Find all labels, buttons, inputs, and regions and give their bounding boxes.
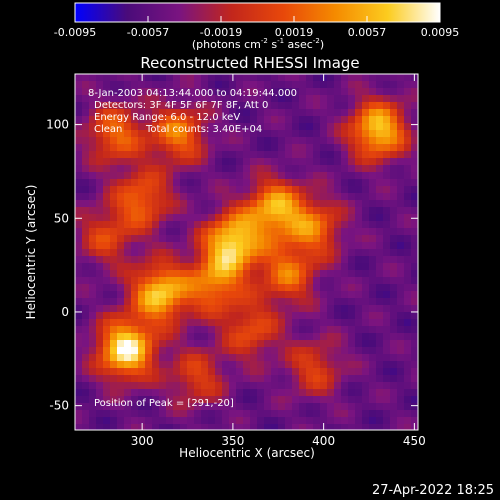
colorbar-tick-label: 0.0057 <box>348 26 387 39</box>
colorbar-tick-labels: -0.0095 -0.0057 -0.0019 0.0019 0.0057 0.0095 <box>54 26 459 39</box>
colorbar-tick-label: -0.0095 <box>54 26 96 39</box>
y-tick-labels: -50 0 50 100 <box>46 118 69 413</box>
y-tick-label: 100 <box>46 118 69 132</box>
annotation-counts: Total counts: 3.40E+04 <box>145 124 262 135</box>
colorbar-ticks <box>74 16 441 22</box>
x-tick-label: 350 <box>221 434 244 448</box>
annotation-detectors: Detectors: 3F 4F 5F 6F 7F 8F, Att 0 <box>94 100 268 111</box>
colorbar-tick-label: -0.0019 <box>200 26 242 39</box>
x-tick-label: 400 <box>312 434 335 448</box>
y-tick-label: -50 <box>49 399 69 413</box>
heatmap-image <box>75 74 418 430</box>
annotation-peak: Position of Peak = [291,-20] <box>94 398 234 409</box>
y-tick-label: 50 <box>54 211 69 225</box>
annotation-energy: Energy Range: 6.0 - 12.0 keV <box>94 112 240 123</box>
axis-ticks <box>75 74 418 430</box>
colorbar-tick-label: 0.0095 <box>421 26 460 39</box>
footer-timestamp: 27-Apr-2022 18:25 <box>372 483 494 498</box>
colorbar-unit-label: (photons cm-2 s-1 asec-2) <box>192 37 324 51</box>
colorbar <box>74 2 441 23</box>
plot-frame <box>74 73 419 431</box>
x-tick-label: 300 <box>131 434 154 448</box>
chart-title: Reconstructed RHESSI Image <box>140 54 359 72</box>
y-axis-label: Heliocentric Y (arcsec) <box>24 185 38 320</box>
x-tick-label: 450 <box>403 434 426 448</box>
y-tick-label: 0 <box>61 305 69 319</box>
x-axis-label: Heliocentric X (arcsec) <box>179 446 315 460</box>
colorbar-tick-label: -0.0057 <box>127 26 169 39</box>
annotation-clean: Clean <box>94 124 122 135</box>
colorbar-tick-label: 0.0019 <box>275 26 314 39</box>
annotation-time-range: 8-Jan-2003 04:13:44.000 to 04:19:44.000 <box>88 88 297 99</box>
x-tick-labels: 300 350 400 450 <box>131 434 426 448</box>
